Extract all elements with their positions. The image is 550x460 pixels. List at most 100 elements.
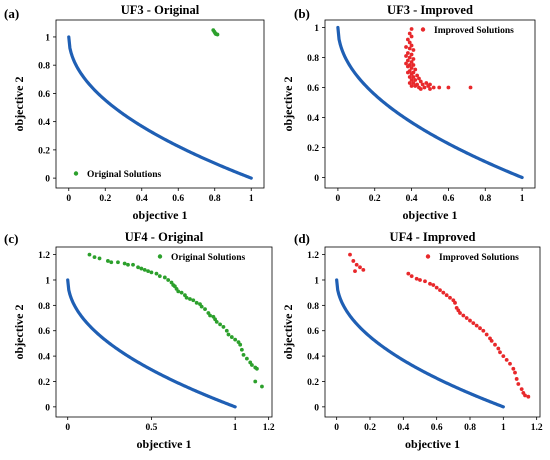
data-point: [411, 48, 416, 52]
data-point: [255, 366, 259, 371]
data-point: [511, 366, 516, 371]
y-tick-label: 1: [314, 24, 319, 34]
x-tick-label: 0.6: [442, 194, 454, 204]
legend-marker: [420, 27, 426, 32]
data-point: [250, 363, 254, 367]
y-tick-label: 0: [314, 403, 319, 413]
y-tick-label: 1: [45, 33, 50, 43]
data-point: [188, 297, 192, 301]
x-tick-label: 0.6: [431, 423, 443, 433]
data-point: [407, 31, 412, 36]
data-point: [87, 252, 92, 257]
y-tick-label: 0.8: [307, 54, 319, 64]
x-tick-label: 1.2: [263, 423, 275, 433]
data-point: [404, 61, 408, 66]
data-point: [244, 356, 249, 361]
x-tick-label: 0.5: [146, 423, 158, 433]
pareto-front-line: [335, 278, 505, 409]
y-tick-label: 0.8: [38, 62, 50, 72]
data-point: [405, 51, 410, 55]
x-tick-label: 0.8: [464, 423, 476, 433]
data-point: [526, 394, 531, 399]
y-tick-label: 0.6: [38, 327, 50, 337]
data-point: [409, 43, 414, 48]
data-point: [420, 82, 425, 87]
data-point: [444, 293, 449, 298]
data-point: [411, 63, 416, 67]
data-point: [218, 322, 222, 327]
y-tick-label: 0.2: [307, 378, 319, 388]
data-point: [409, 52, 414, 57]
data-point: [162, 275, 167, 280]
x-tick-label: 0: [336, 194, 341, 204]
data-point: [471, 321, 476, 326]
data-point: [149, 270, 154, 275]
data-point: [122, 261, 127, 266]
data-point: [498, 350, 502, 355]
y-tick-label: 0.8: [307, 302, 319, 312]
chart-panel-2: (b) UF3 - Improved 0 0.2 0.4 0.6 0.8 1 0 0.2 0.4 0.…: [281, 3, 536, 222]
y-tick-label: 0.4: [38, 353, 50, 363]
data-point: [513, 370, 517, 375]
data-point: [422, 85, 427, 90]
data-point: [411, 57, 416, 61]
data-point: [461, 313, 466, 318]
y-axis-label: objective 2: [12, 305, 26, 360]
data-point: [157, 274, 162, 279]
panel-label: (c): [4, 231, 18, 246]
data-point: [405, 37, 410, 42]
data-point: [411, 81, 416, 85]
data-point: [226, 332, 231, 337]
data-point: [405, 58, 410, 63]
data-point: [413, 84, 418, 88]
data-point: [441, 290, 446, 295]
data-point: [176, 289, 181, 294]
data-point: [407, 75, 412, 79]
legend-marker: [157, 254, 163, 259]
data-point: [426, 84, 431, 88]
x-axis-label: objective 1: [137, 437, 192, 451]
data-point: [116, 260, 120, 265]
data-point: [409, 84, 414, 88]
x-tick-label: 0.8: [479, 194, 491, 204]
data-point: [481, 328, 486, 333]
panel-label: (a): [4, 6, 19, 21]
panel-label: (d): [294, 231, 310, 246]
data-point: [418, 87, 423, 91]
data-point: [409, 274, 414, 279]
data-point: [208, 313, 212, 318]
x-tick-label: 0.2: [369, 194, 381, 204]
y-axis-label: objective 2: [281, 77, 295, 132]
x-tick-label: 0.4: [136, 194, 148, 204]
legend-label: Improved Solutions: [434, 26, 514, 36]
data-point: [417, 76, 421, 81]
data-point: [431, 283, 436, 287]
data-point: [468, 85, 473, 90]
x-tick-label: 1: [249, 194, 254, 204]
data-point: [428, 281, 432, 286]
data-point: [166, 278, 171, 282]
data-point: [407, 81, 412, 85]
y-tick-label: 0.6: [38, 90, 50, 100]
x-tick-label: 0.6: [172, 194, 184, 204]
x-tick-label: 0.2: [364, 423, 376, 433]
data-point: [184, 295, 189, 300]
data-point: [224, 328, 229, 333]
y-tick-label: 0: [45, 403, 50, 413]
data-point: [484, 332, 489, 337]
data-point: [413, 78, 418, 82]
data-point: [136, 265, 140, 270]
data-point: [179, 290, 184, 295]
x-tick-label: 0.2: [99, 194, 111, 204]
chart-title: UF4 - Improved: [390, 230, 476, 244]
data-point: [409, 78, 414, 82]
pareto-front-line: [66, 278, 237, 409]
data-point: [474, 323, 479, 328]
data-point: [414, 276, 419, 281]
data-point: [423, 279, 427, 284]
x-tick-label: 1: [501, 423, 506, 433]
data-point: [434, 285, 439, 290]
x-tick-label: 0.4: [397, 423, 409, 433]
data-point: [106, 259, 110, 263]
